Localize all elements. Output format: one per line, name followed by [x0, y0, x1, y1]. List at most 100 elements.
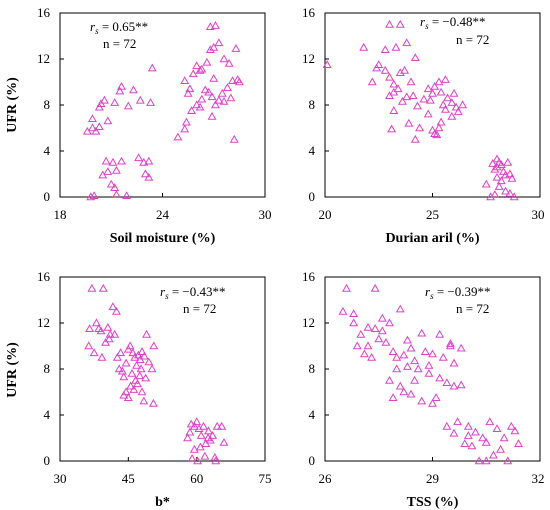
data-point	[189, 421, 199, 430]
data-point	[393, 84, 403, 93]
data-point	[443, 93, 453, 102]
data-point	[139, 396, 149, 405]
data-point	[395, 68, 405, 76]
data-point	[481, 456, 491, 465]
data-point	[471, 427, 480, 436]
panel-1-xticks: 18 24 30	[54, 207, 272, 222]
data-point	[214, 95, 224, 104]
panel-3-tick-marks	[59, 276, 266, 462]
data-point	[488, 450, 498, 459]
data-point	[503, 157, 513, 166]
data-point	[402, 38, 412, 47]
panel-4-tick-marks	[324, 276, 541, 462]
data-point	[110, 98, 120, 106]
data-point	[374, 334, 384, 343]
panel-4-xtick-label: 26	[319, 471, 333, 486]
data-point	[234, 77, 244, 86]
data-point	[380, 45, 390, 53]
panel-2-xtick-label: 30	[532, 207, 545, 222]
data-point	[144, 172, 154, 181]
data-point	[119, 372, 129, 381]
data-point	[111, 190, 121, 198]
data-point	[406, 343, 416, 352]
data-point	[142, 329, 152, 338]
data-point	[195, 442, 205, 451]
data-point	[91, 318, 101, 327]
rs-value: = −0.43**	[169, 284, 226, 299]
data-point	[370, 324, 380, 332]
data-point	[188, 69, 198, 78]
data-point	[428, 125, 437, 134]
data-point	[442, 421, 452, 430]
data-point	[492, 424, 502, 432]
data-point	[112, 306, 121, 315]
data-point	[205, 22, 215, 30]
data-point	[349, 309, 359, 317]
data-point	[192, 61, 202, 70]
panel-4-ytick-label: 12	[302, 315, 315, 330]
panel-4-frame	[324, 276, 541, 462]
data-point	[211, 456, 221, 465]
rs-subscript: s	[430, 291, 434, 301]
data-point	[193, 456, 203, 465]
panel-3-x-axis-title: b*	[155, 495, 170, 510]
rs-value: = −0.48**	[429, 14, 486, 29]
data-point	[134, 153, 144, 162]
data-point	[103, 322, 113, 331]
data-point	[377, 326, 387, 335]
data-point	[229, 134, 239, 143]
panel-1-xtick-label: 30	[259, 207, 272, 222]
data-point	[112, 352, 122, 361]
data-point	[205, 435, 215, 444]
data-point	[86, 192, 96, 201]
panel-4-x-axis-title: TSS (%)	[407, 495, 459, 510]
rs-symbol: r	[160, 284, 166, 299]
data-point	[449, 381, 459, 390]
data-point	[212, 421, 222, 430]
data-point	[148, 398, 158, 407]
data-point	[374, 60, 384, 68]
data-point	[135, 371, 145, 380]
rs-symbol: r	[425, 284, 431, 299]
panel-1: 0 4 8 12 16 18 24 30 Soil moisture (%) U…	[5, 5, 272, 246]
data-point	[388, 393, 398, 401]
data-point	[84, 341, 94, 350]
data-point	[385, 375, 394, 384]
data-point	[207, 92, 217, 101]
rs-subscript: s	[165, 291, 169, 301]
data-point	[129, 385, 139, 393]
data-point	[202, 57, 212, 66]
panel-1-yticks: 0 4 8 12 16	[37, 5, 51, 204]
data-point	[200, 451, 210, 460]
data-point	[99, 95, 109, 104]
data-point	[428, 349, 437, 358]
panel-3-xtick-label: 45	[122, 471, 135, 486]
panel-4-correlation-label: rs = −0.39**	[425, 284, 491, 301]
data-point	[192, 100, 202, 109]
data-point	[434, 77, 444, 86]
panel-2-xtick-label: 20	[319, 207, 332, 222]
data-point	[136, 364, 146, 373]
data-point	[485, 417, 495, 426]
panel-3-ytick-label: 0	[44, 453, 51, 468]
data-point	[91, 126, 101, 135]
data-point	[87, 123, 97, 132]
rs-subscript: s	[425, 21, 429, 31]
panel-2-ytick-label: 12	[302, 51, 315, 66]
panel-1-points	[82, 21, 244, 201]
data-point	[490, 164, 500, 173]
data-point	[389, 106, 399, 114]
data-point	[85, 324, 95, 332]
data-point	[117, 81, 126, 90]
data-point	[423, 84, 433, 93]
data-point	[488, 159, 498, 167]
data-point	[434, 123, 444, 132]
data-point	[338, 306, 348, 315]
data-point	[181, 117, 191, 126]
panel-3-frame	[59, 276, 266, 462]
data-point	[98, 283, 108, 292]
panel-4-xtick-label: 32	[532, 471, 545, 486]
data-point	[195, 102, 205, 111]
panel-1-ytick-label: 8	[44, 97, 51, 112]
